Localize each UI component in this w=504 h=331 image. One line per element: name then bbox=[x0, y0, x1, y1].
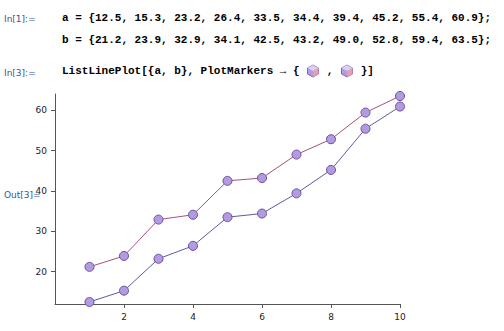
html-text:ListLinePlot[{a, b}, PlotMarke: ListLinePlot[{a, b}, PlotMarkers → { bbox=[62, 64, 307, 77]
svg-text:50: 50 bbox=[36, 146, 48, 156]
svg-text:2: 2 bbox=[121, 312, 127, 322]
svg-text:6: 6 bbox=[259, 312, 265, 322]
html-text:b = {21.2, 23.9, 32.9, 34.1, 4: b = {21.2, 23.9, 32.9, 34.1, 42.5, 43.2,… bbox=[62, 34, 492, 46]
html-text:a = {12.5, 15.3, 23.2, 26.4, 3: a = {12.5, 15.3, 23.2, 26.4, 33.5, 34.4,… bbox=[62, 12, 492, 24]
svg-text:40: 40 bbox=[36, 186, 48, 196]
svg-text:4: 4 bbox=[190, 312, 196, 322]
svg-text:30: 30 bbox=[36, 226, 48, 236]
html-text:In[1]:=: In[1]:= bbox=[4, 14, 36, 24]
svg-text:20: 20 bbox=[36, 267, 48, 277]
svg-text:10: 10 bbox=[394, 312, 406, 322]
html-text:Out[3]=: Out[3]= bbox=[4, 190, 41, 200]
html-text:In[3]:=: In[3]:= bbox=[4, 68, 36, 78]
svg-text:60: 60 bbox=[36, 105, 48, 115]
svg-text:8: 8 bbox=[328, 312, 334, 322]
